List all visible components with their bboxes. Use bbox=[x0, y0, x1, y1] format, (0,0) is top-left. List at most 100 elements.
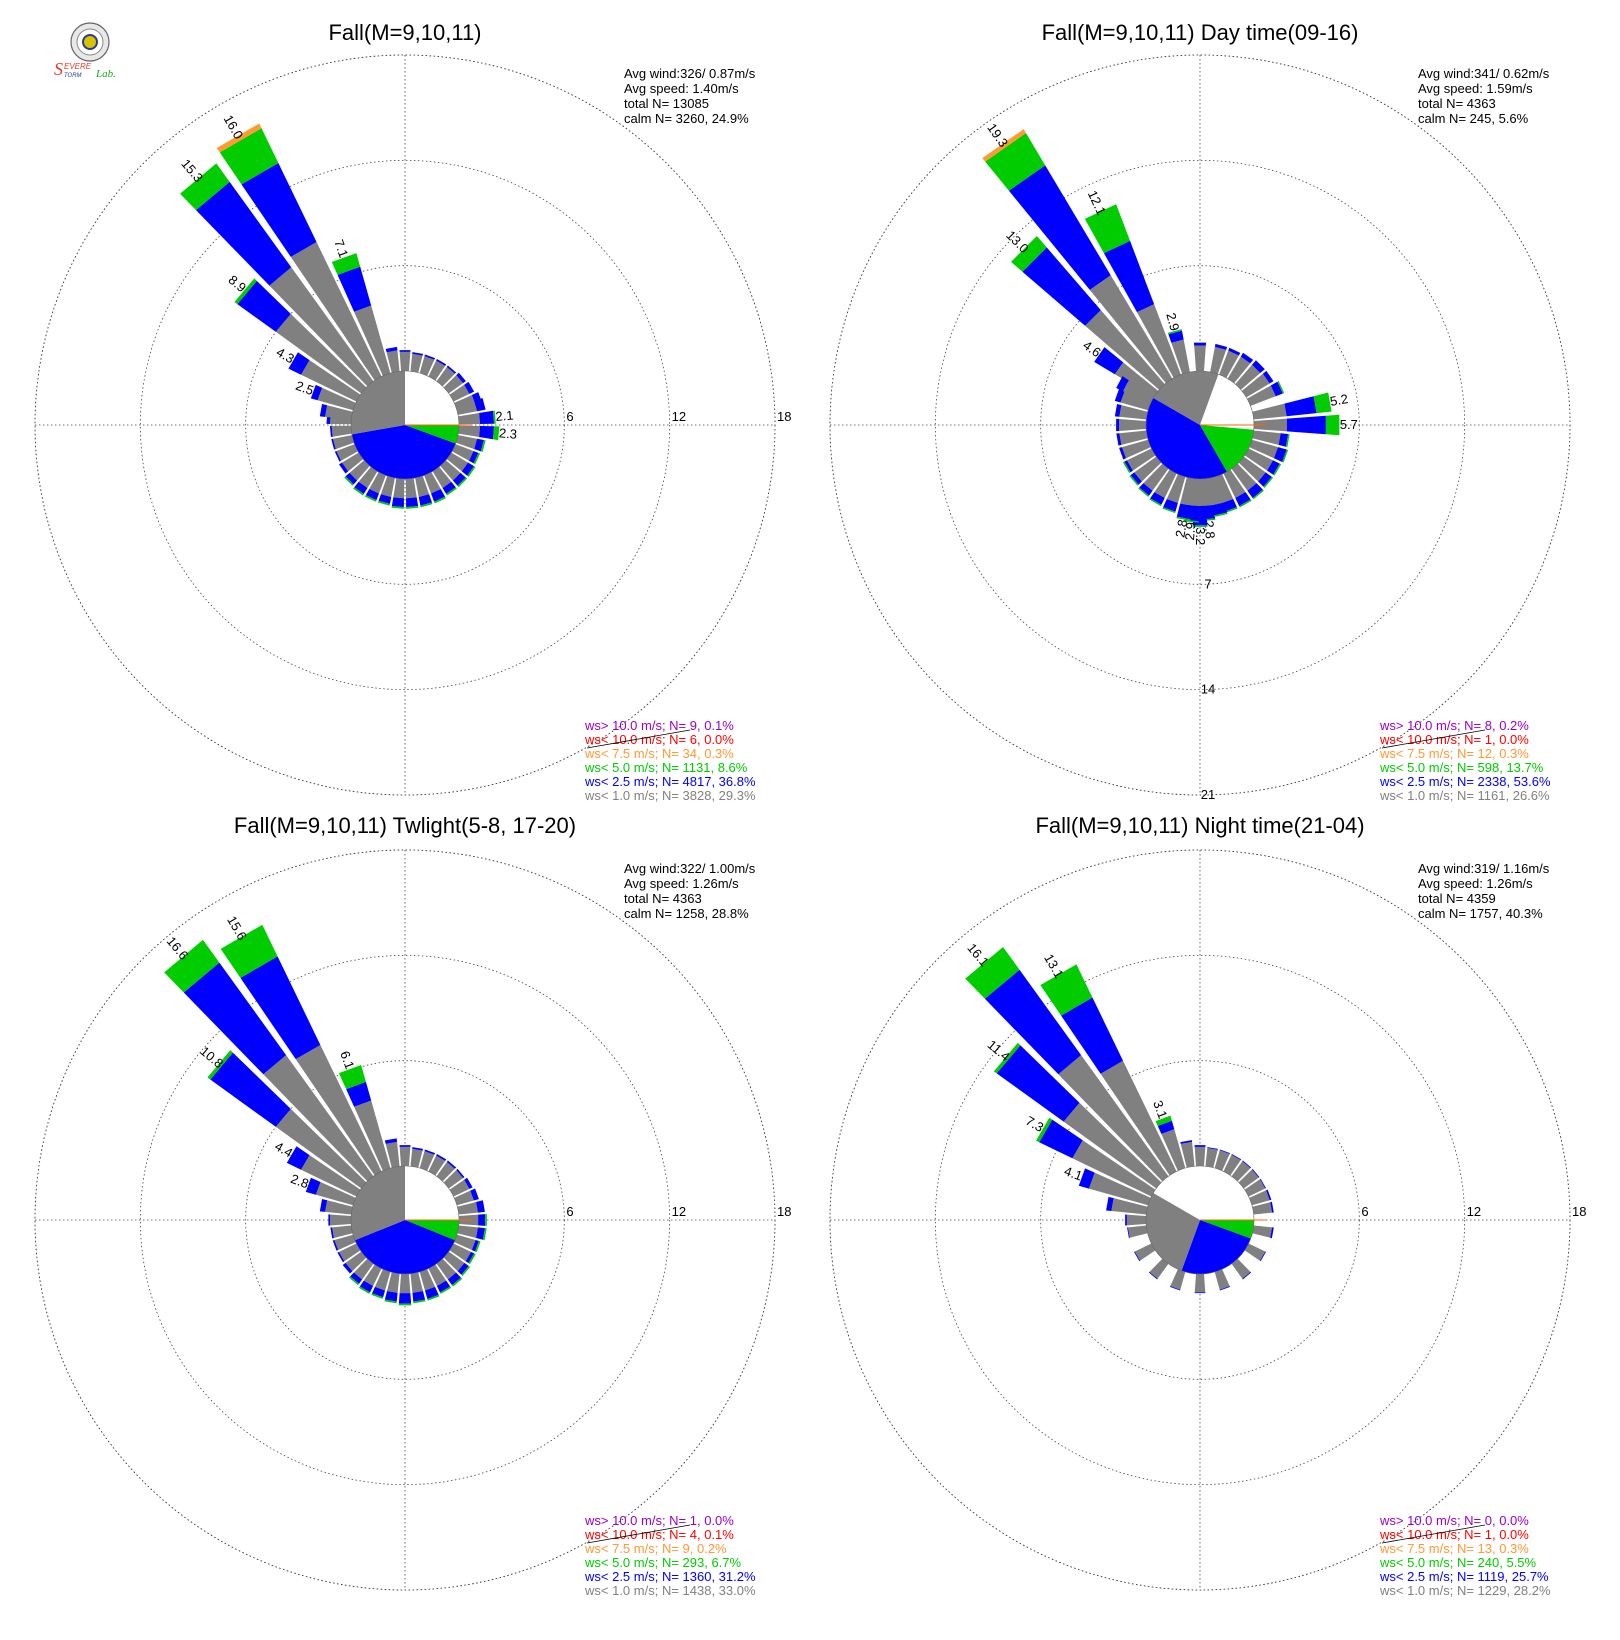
bar-segment-lt1 bbox=[449, 384, 470, 402]
wind-bar bbox=[319, 1199, 353, 1215]
bar-segment-lt2-5 bbox=[1262, 370, 1274, 384]
bar-segment-lt1 bbox=[1208, 476, 1224, 506]
bar-segment-lt2-5 bbox=[464, 381, 475, 394]
bar-segment-lt5 bbox=[1040, 964, 1093, 1016]
bar-segment-lt1 bbox=[1126, 1214, 1147, 1226]
center-pie bbox=[1145, 1165, 1266, 1275]
legend-entry-lt2-5: ws< 2.5 m/s; N= 4817, 36.8% bbox=[584, 774, 756, 789]
bar-segment-lt1 bbox=[449, 1179, 470, 1197]
bar-segment-lt2-5 bbox=[345, 472, 358, 485]
bar-value-label: 5.7 bbox=[1340, 417, 1358, 432]
bar-segment-lt1 bbox=[1219, 350, 1239, 378]
bar-segment-lt2-5 bbox=[1116, 376, 1129, 392]
bar-segment-lt1 bbox=[301, 1155, 361, 1197]
wind-bar bbox=[1116, 418, 1147, 432]
bar-segment-lt2-5 bbox=[399, 350, 411, 352]
bar-segment-lt1 bbox=[399, 1146, 411, 1167]
bar-segment-lt1 bbox=[458, 425, 481, 438]
bar-segment-lt2-5 bbox=[436, 1280, 451, 1293]
pie-slice-lt1 bbox=[1145, 1193, 1200, 1271]
bar-segment-lt1 bbox=[419, 1151, 435, 1171]
wind-bar bbox=[1249, 439, 1289, 463]
bar-segment-lt1 bbox=[334, 1234, 356, 1251]
bar-segment-lt5 bbox=[338, 1064, 366, 1090]
bar-segment-lt2-5 bbox=[1270, 381, 1283, 397]
bar-segment-lt5 bbox=[180, 163, 230, 211]
bar-segment-lt1 bbox=[354, 305, 391, 376]
bar-segment-lt1 bbox=[1180, 1141, 1195, 1168]
bar-segment-lt2-5 bbox=[446, 365, 457, 374]
bar-segment-lt2-5 bbox=[412, 1291, 426, 1302]
panel-title: Fall(M=9,10,11) Night time(21-04) bbox=[1035, 813, 1364, 838]
bar-segment-lt1 bbox=[446, 452, 468, 472]
wind-bar bbox=[449, 1177, 473, 1197]
bar-segment-lt5 bbox=[451, 1277, 463, 1287]
bar-segment-lt2-5 bbox=[210, 1052, 291, 1127]
bar-segment-lt2-5 bbox=[1259, 1178, 1267, 1189]
bar-segment-lt5 bbox=[234, 278, 257, 305]
bar-segment-lt2-5 bbox=[240, 956, 321, 1060]
bar-segment-lt2-5 bbox=[399, 1145, 411, 1147]
bar-segment-lt1 bbox=[1244, 448, 1274, 471]
bar-segment-lt1 bbox=[436, 366, 455, 387]
wind-bar bbox=[436, 1160, 457, 1182]
wind-bar bbox=[1252, 430, 1290, 448]
bar-segment-lt5 bbox=[1155, 1115, 1172, 1126]
ring-label: 14 bbox=[1201, 682, 1215, 697]
bar-segment-lt1 bbox=[436, 1161, 455, 1182]
bar-segment-lt2-5 bbox=[1039, 1119, 1083, 1159]
bar-segment-lt1 bbox=[410, 1148, 423, 1168]
wind-bar bbox=[428, 1153, 447, 1176]
stats-line: Avg wind:326/ 0.87m/s bbox=[624, 66, 756, 81]
pie-slice-lt2-5 bbox=[354, 1220, 456, 1275]
bar-segment-lt2-5 bbox=[385, 346, 398, 353]
wind-bar: 5.7 bbox=[1253, 414, 1358, 436]
bar-value-label: 2.9 bbox=[1163, 311, 1182, 332]
bar-segment-lt1 bbox=[263, 1055, 374, 1182]
logo-text-storm: TORM bbox=[64, 73, 82, 79]
bar-segment-lt1 bbox=[1194, 345, 1206, 372]
wind-bar bbox=[1223, 1153, 1242, 1176]
bar-segment-lt5 bbox=[1239, 499, 1252, 508]
legend-entry-lt10: ws< 10.0 m/s; N= 1, 0.0% bbox=[1379, 1527, 1529, 1542]
bar-segment-lt2-5 bbox=[391, 497, 404, 508]
bar-segment-lt2-5 bbox=[1114, 404, 1122, 417]
bar-segment-lt1 bbox=[1249, 439, 1279, 459]
bar-segment-lt5 bbox=[348, 1276, 360, 1286]
wind-bar bbox=[457, 1225, 487, 1241]
bar-segment-lt2-5 bbox=[372, 1286, 386, 1298]
bar-value-label: 2.3 bbox=[498, 425, 517, 442]
bar-segment-lt2-5 bbox=[1150, 492, 1165, 505]
wind-bar bbox=[443, 1168, 465, 1189]
bar-segment-lt2-5 bbox=[1240, 352, 1254, 364]
bar-segment-lt1 bbox=[1126, 448, 1156, 471]
bar-segment-lt2-5 bbox=[452, 472, 466, 486]
ring-label: 21 bbox=[1201, 787, 1215, 802]
bar-segment-lt1 bbox=[1223, 1154, 1241, 1176]
bar-segment-lt1 bbox=[443, 1251, 465, 1272]
panel-title: Fall(M=9,10,11) Twlight(5-8, 17-20) bbox=[234, 813, 576, 838]
bar-segment-lt1 bbox=[374, 1269, 391, 1291]
bar-segment-lt1 bbox=[1227, 356, 1251, 384]
bar-segment-lt2-5 bbox=[436, 358, 447, 366]
wind-bar bbox=[344, 460, 370, 486]
bar-segment-lt2-5 bbox=[1180, 1140, 1193, 1144]
bar-segment-lt5 bbox=[391, 506, 404, 509]
wind-bar bbox=[339, 452, 364, 474]
bar-segment-lt2-5 bbox=[1094, 347, 1124, 375]
wind-bar: 4.4 bbox=[272, 1138, 361, 1197]
bar-segment-lt2-5 bbox=[196, 181, 292, 286]
bar-segment-lt2-5 bbox=[418, 494, 432, 506]
ring-circle bbox=[34, 54, 776, 796]
legend-entry-lt5: ws< 5.0 m/s; N= 240, 5.5% bbox=[1379, 1555, 1537, 1570]
bar-segment-lt2-5 bbox=[337, 1251, 345, 1263]
legend-entry-lt2-5: ws< 2.5 m/s; N= 1119, 25.7% bbox=[1379, 1569, 1549, 1584]
ring-label: 6 bbox=[566, 1204, 573, 1219]
ring-circle bbox=[245, 265, 565, 585]
bar-segment-lt2-5 bbox=[1286, 415, 1326, 435]
bar-segment-lt1 bbox=[1111, 1198, 1148, 1215]
pie-slice-lt5 bbox=[405, 425, 459, 444]
wind-bar bbox=[1219, 347, 1241, 378]
bar-segment-lt2-5 bbox=[1207, 1147, 1218, 1150]
